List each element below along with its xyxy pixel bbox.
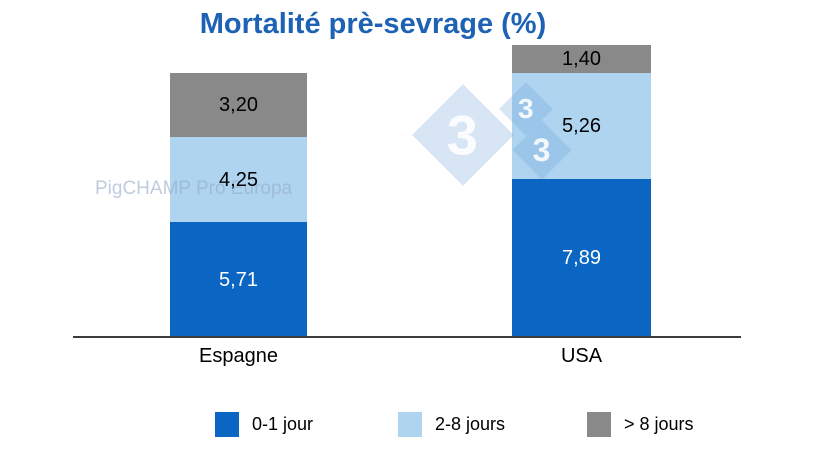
logo-333-diamond-icon: 3 xyxy=(412,84,514,186)
logo-digit: 3 xyxy=(533,131,551,168)
legend-swatch-gt-8-jours xyxy=(587,411,611,437)
pigchamp-watermark: PigCHAMP Pro Europa xyxy=(95,178,293,199)
bar-espagne: 5,71 4,25 3,20 xyxy=(170,73,307,337)
bar-usa: 7,89 5,26 1,40 xyxy=(512,45,651,337)
legend-swatch-2-8-jours xyxy=(398,411,422,437)
value-label-usa-0-1-jour: 7,89 xyxy=(562,246,601,269)
segment-usa-0-1-jour: 7,89 xyxy=(512,178,651,337)
legend-label-gt-8-jours: > 8 jours xyxy=(624,413,694,434)
value-label-espagne-gt-8-jours: 3,20 xyxy=(219,94,258,117)
x-axis-line xyxy=(73,336,741,338)
segment-espagne-0-1-jour: 5,71 xyxy=(170,222,307,337)
value-label-usa-2-8-jours: 5,26 xyxy=(562,114,601,137)
value-label-usa-gt-8-jours: 1,40 xyxy=(562,48,601,71)
category-label-espagne: Espagne xyxy=(199,345,278,367)
logo-digit: 3 xyxy=(447,103,479,167)
legend-item-2-8-jours: 2-8 jours xyxy=(398,410,505,438)
segment-espagne-gt-8-jours: 3,20 xyxy=(170,73,307,138)
legend-label-0-1-jour: 0-1 jour xyxy=(252,413,314,434)
segment-usa-gt-8-jours: 1,40 xyxy=(512,45,651,74)
category-label-usa: USA xyxy=(560,345,603,367)
legend-item-0-1-jour: 0-1 jour xyxy=(215,410,313,438)
logo-digit: 3 xyxy=(518,92,534,124)
legend-item-gt-8-jours: > 8 jours xyxy=(587,410,694,438)
chart-title: Mortalité prè-sevrage (%) xyxy=(199,8,547,40)
legend-swatch-0-1-jour xyxy=(215,411,239,437)
value-label-espagne-2-8-jours: 4,25 xyxy=(219,168,258,191)
segment-espagne-2-8-jours: 4,25 xyxy=(170,137,307,223)
value-label-espagne-0-1-jour: 5,71 xyxy=(219,268,258,291)
segment-usa-2-8-jours: 5,26 xyxy=(512,73,651,179)
legend-label-2-8-jours: 2-8 jours xyxy=(435,413,506,434)
